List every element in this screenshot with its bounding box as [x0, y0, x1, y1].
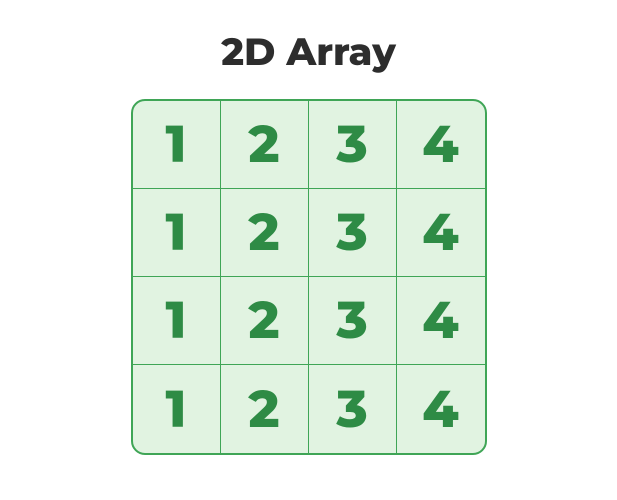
array-cell: 3 [309, 365, 397, 453]
array-cell: 1 [133, 101, 221, 189]
array-cell: 3 [309, 277, 397, 365]
array-cell: 2 [221, 277, 309, 365]
array-cell: 4 [397, 101, 485, 189]
array-cell: 1 [133, 189, 221, 277]
array-cell: 1 [133, 365, 221, 453]
array-cell: 4 [397, 189, 485, 277]
array-cell: 4 [397, 277, 485, 365]
array-cell: 2 [221, 189, 309, 277]
array-cell: 3 [309, 189, 397, 277]
array-cell: 2 [221, 365, 309, 453]
array-cell: 2 [221, 101, 309, 189]
array-cell: 4 [397, 365, 485, 453]
array-cell: 1 [133, 277, 221, 365]
array-cell: 3 [309, 101, 397, 189]
array-grid: 1234123412341234 [131, 99, 487, 455]
diagram-title: 2D Array [221, 28, 396, 75]
